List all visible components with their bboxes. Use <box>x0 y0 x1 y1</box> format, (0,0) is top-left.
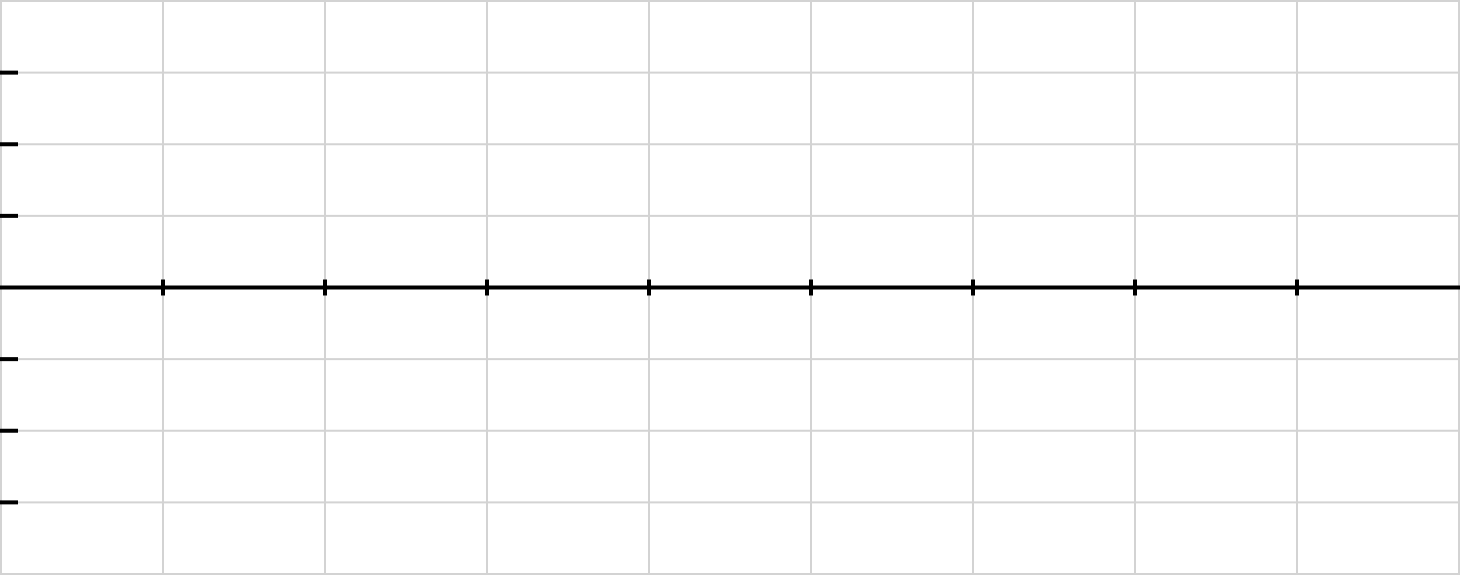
axes <box>0 70 1460 505</box>
